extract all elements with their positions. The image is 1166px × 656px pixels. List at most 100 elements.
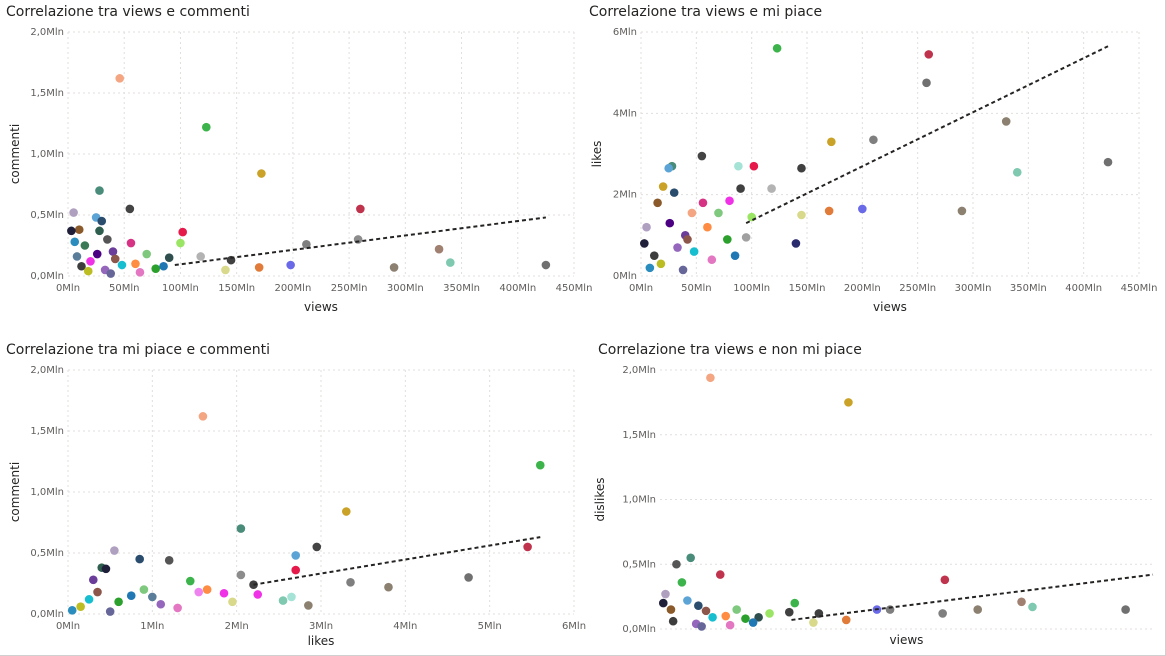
- data-point[interactable]: [1001, 117, 1011, 126]
- data-point[interactable]: [103, 235, 112, 244]
- data-point[interactable]: [95, 226, 104, 236]
- data-point[interactable]: [1012, 168, 1022, 177]
- data-point[interactable]: [69, 208, 78, 217]
- data-point[interactable]: [304, 601, 313, 610]
- data-point[interactable]: [178, 227, 187, 237]
- data-point[interactable]: [678, 265, 688, 275]
- data-point[interactable]: [77, 261, 86, 271]
- data-point[interactable]: [707, 255, 717, 265]
- data-point[interactable]: [76, 602, 85, 611]
- data-point[interactable]: [790, 598, 800, 608]
- data-point[interactable]: [126, 238, 136, 248]
- data-point[interactable]: [683, 596, 692, 605]
- data-point[interactable]: [106, 269, 116, 278]
- data-point[interactable]: [126, 591, 136, 600]
- data-point[interactable]: [101, 564, 111, 574]
- data-point[interactable]: [446, 258, 455, 267]
- data-point[interactable]: [885, 605, 895, 614]
- data-point[interactable]: [125, 204, 135, 214]
- data-point[interactable]: [858, 204, 867, 214]
- data-point[interactable]: [70, 237, 80, 247]
- data-point[interactable]: [535, 460, 545, 470]
- scatter-plot[interactable]: 0Mln 2Mln 4Mln 6Mln 0Mln 50Mln 100Mln 150Mln 200…: [589, 4, 1161, 324]
- data-point[interactable]: [108, 247, 118, 256]
- data-point[interactable]: [86, 257, 95, 266]
- data-point[interactable]: [196, 252, 205, 261]
- data-point[interactable]: [173, 603, 182, 613]
- data-point[interactable]: [748, 618, 758, 627]
- data-point[interactable]: [677, 578, 687, 587]
- data-point[interactable]: [131, 259, 140, 269]
- data-point[interactable]: [67, 226, 76, 236]
- data-point[interactable]: [672, 559, 681, 569]
- data-point[interactable]: [346, 577, 355, 587]
- data-point[interactable]: [694, 601, 703, 610]
- data-point[interactable]: [645, 263, 655, 273]
- data-point[interactable]: [754, 613, 763, 622]
- data-point[interactable]: [666, 605, 676, 614]
- data-point[interactable]: [541, 260, 551, 270]
- chart-panel-views-likes[interactable]: Correlazione tra views e mi piace 0Mln 2M…: [589, 4, 1161, 324]
- chart-panel-likes-commenti[interactable]: Correlazione tra mi piace e commenti 0,0…: [6, 342, 586, 654]
- data-point[interactable]: [844, 398, 853, 407]
- data-point[interactable]: [734, 161, 743, 171]
- data-point[interactable]: [1028, 602, 1037, 612]
- data-point[interactable]: [254, 263, 264, 272]
- data-point[interactable]: [342, 507, 351, 516]
- data-point[interactable]: [741, 233, 751, 242]
- data-point[interactable]: [698, 198, 708, 208]
- data-point[interactable]: [67, 606, 77, 615]
- data-point[interactable]: [156, 599, 166, 609]
- data-point[interactable]: [924, 50, 934, 59]
- data-point[interactable]: [198, 412, 208, 421]
- data-point[interactable]: [291, 551, 301, 560]
- data-point[interactable]: [92, 249, 102, 259]
- data-point[interactable]: [938, 609, 947, 618]
- data-point[interactable]: [286, 260, 295, 270]
- chart-panel-views-dislikes[interactable]: Correlazione tra views e non mi piace 0,…: [593, 342, 1161, 654]
- data-point[interactable]: [797, 163, 806, 173]
- data-point[interactable]: [115, 74, 125, 83]
- data-point[interactable]: [791, 239, 801, 248]
- data-point[interactable]: [767, 184, 776, 193]
- data-point[interactable]: [139, 585, 149, 594]
- data-point[interactable]: [809, 618, 818, 627]
- data-point[interactable]: [973, 605, 983, 614]
- data-point[interactable]: [523, 542, 532, 552]
- data-point[interactable]: [827, 137, 836, 147]
- data-point[interactable]: [730, 251, 740, 260]
- data-point[interactable]: [640, 239, 649, 248]
- data-point[interactable]: [97, 216, 107, 226]
- data-point[interactable]: [194, 587, 204, 597]
- data-point[interactable]: [80, 241, 90, 250]
- data-point[interactable]: [714, 208, 723, 218]
- data-point[interactable]: [649, 251, 659, 260]
- data-point[interactable]: [668, 616, 678, 626]
- data-point[interactable]: [84, 595, 94, 604]
- data-point[interactable]: [389, 263, 399, 272]
- data-point[interactable]: [686, 553, 695, 563]
- data-point[interactable]: [732, 605, 741, 614]
- data-point[interactable]: [1121, 605, 1130, 614]
- data-point[interactable]: [202, 585, 212, 594]
- scatter-plot[interactable]: 0,0Mln 0,5Mln 1,0Mln 1,5Mln 2,0Mln 0Mln 50Mln 1…: [6, 4, 592, 324]
- data-point[interactable]: [741, 614, 750, 623]
- data-point[interactable]: [202, 122, 211, 132]
- data-point[interactable]: [176, 238, 185, 248]
- data-point[interactable]: [703, 222, 712, 232]
- data-point[interactable]: [701, 606, 711, 616]
- data-point[interactable]: [110, 254, 120, 264]
- data-point[interactable]: [687, 208, 697, 218]
- data-point[interactable]: [384, 582, 393, 592]
- data-point[interactable]: [236, 570, 246, 580]
- data-point[interactable]: [772, 43, 782, 53]
- data-point[interactable]: [661, 589, 670, 599]
- data-point[interactable]: [185, 576, 195, 586]
- data-point[interactable]: [164, 556, 174, 565]
- data-point[interactable]: [228, 597, 237, 607]
- data-point[interactable]: [291, 565, 301, 575]
- data-point[interactable]: [683, 235, 692, 244]
- data-point[interactable]: [278, 596, 288, 605]
- data-point[interactable]: [83, 266, 93, 276]
- data-point[interactable]: [841, 615, 851, 625]
